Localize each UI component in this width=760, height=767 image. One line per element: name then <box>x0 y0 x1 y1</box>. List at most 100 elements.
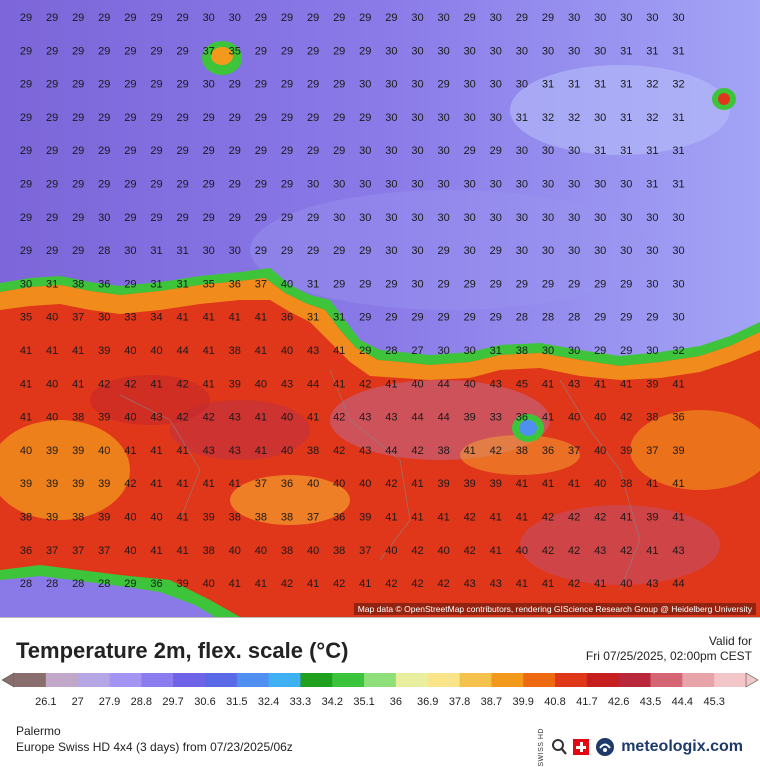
scale-tick-label: 33.3 <box>289 696 312 708</box>
grid-value: 29 <box>620 278 632 290</box>
grid-value: 29 <box>72 12 84 24</box>
grid-value: 29 <box>150 179 162 191</box>
grid-value: 32 <box>672 79 684 91</box>
grid-value: 39 <box>46 478 58 490</box>
grid-value: 29 <box>620 312 632 324</box>
grid-value: 29 <box>307 245 319 257</box>
grid-value: 31 <box>46 278 58 290</box>
grid-value: 36 <box>281 478 293 490</box>
grid-value: 42 <box>490 445 502 457</box>
grid-value: 30 <box>516 45 528 57</box>
grid-value: 28 <box>385 345 397 357</box>
grid-value: 29 <box>229 145 241 157</box>
grid-value: 36 <box>333 512 345 524</box>
grid-value: 29 <box>359 278 371 290</box>
grid-value: 36 <box>229 278 241 290</box>
map-attribution[interactable]: Map data © OpenStreetMap contributors, r… <box>353 603 756 615</box>
grid-value: 41 <box>176 312 188 324</box>
grid-value: 42 <box>124 478 136 490</box>
grid-value: 39 <box>464 412 476 424</box>
scale-segment <box>173 673 206 687</box>
grid-value: 30 <box>411 145 423 157</box>
grid-value: 40 <box>385 545 397 557</box>
grid-value: 33 <box>490 412 502 424</box>
grid-value: 39 <box>437 478 449 490</box>
grid-value: 30 <box>333 179 345 191</box>
grid-value: 29 <box>255 212 267 224</box>
scale-tick-label: 31.5 <box>226 696 248 708</box>
grid-value: 30 <box>333 212 345 224</box>
grid-value: 41 <box>516 478 528 490</box>
grid-value: 41 <box>72 378 84 390</box>
scale-tick-label: 37.8 <box>448 696 471 708</box>
grid-value: 30 <box>385 45 397 57</box>
grid-value: 30 <box>516 79 528 91</box>
temperature-map[interactable]: 29 29 29 29 29 29 29 30 30 29 29 29 29 29 29 30 30 29 30 29… <box>0 0 760 617</box>
grid-value: 41 <box>646 545 658 557</box>
grid-value: 29 <box>437 79 449 91</box>
grid-value: 29 <box>124 45 136 57</box>
scale-tick-label: 28.8 <box>130 696 153 708</box>
brand-area[interactable]: SWISS HD meteologix.com <box>538 728 750 767</box>
grid-value: 30 <box>359 212 371 224</box>
grid-value: 29 <box>281 212 293 224</box>
grid-value: 38 <box>620 478 632 490</box>
grid-value: 39 <box>620 445 632 457</box>
grid-value: 31 <box>594 79 606 91</box>
grid-value: 40 <box>124 345 136 357</box>
grid-value: 39 <box>98 412 110 424</box>
grid-value: 29 <box>359 312 371 324</box>
grid-value: 40 <box>594 412 606 424</box>
grid-value: 31 <box>672 179 684 191</box>
grid-value: 29 <box>281 112 293 124</box>
grid-value: 30 <box>542 145 554 157</box>
grid-value: 41 <box>333 345 345 357</box>
grid-value: 30 <box>516 245 528 257</box>
grid-value: 30 <box>542 45 554 57</box>
grid-value: 43 <box>464 578 476 590</box>
separator <box>0 617 760 618</box>
grid-value: 30 <box>646 278 658 290</box>
grid-value: 41 <box>490 545 502 557</box>
grid-value: 30 <box>490 212 502 224</box>
grid-value: 29 <box>516 278 528 290</box>
grid-value: 30 <box>203 79 215 91</box>
grid-value: 40 <box>281 278 293 290</box>
grid-value: 42 <box>359 378 371 390</box>
grid-value: 36 <box>150 578 162 590</box>
grid-value: 29 <box>98 179 110 191</box>
grid-value: 38 <box>72 512 84 524</box>
grid-value: 41 <box>255 412 267 424</box>
grid-value: 29 <box>359 112 371 124</box>
grid-value: 42 <box>620 412 632 424</box>
grid-value: 29 <box>385 278 397 290</box>
grid-value: 29 <box>307 12 319 24</box>
scale-tick-label: 34.2 <box>321 696 344 708</box>
grid-value: 30 <box>542 345 554 357</box>
grid-value: 29 <box>281 12 293 24</box>
grid-value: 29 <box>307 145 319 157</box>
brand-name: meteologix.com <box>621 738 743 756</box>
grid-value: 31 <box>672 45 684 57</box>
scale-tick-label: 38.7 <box>480 696 503 708</box>
sea-patch <box>250 190 650 310</box>
grid-value: 29 <box>229 212 241 224</box>
grid-value: 39 <box>98 478 110 490</box>
grid-value: 41 <box>20 345 32 357</box>
grid-value: 30 <box>203 245 215 257</box>
grid-value: 29 <box>20 212 32 224</box>
grid-value: 29 <box>150 12 162 24</box>
hot-zone <box>520 505 720 585</box>
grid-value: 29 <box>176 212 188 224</box>
grid-value: 40 <box>359 478 371 490</box>
grid-value: 41 <box>672 478 684 490</box>
grid-value: 42 <box>411 445 423 457</box>
grid-value: 29 <box>281 45 293 57</box>
scale-segment <box>109 673 142 687</box>
grid-value: 35 <box>229 45 241 57</box>
grid-value: 31 <box>620 112 632 124</box>
grid-value: 31 <box>150 278 162 290</box>
grid-value: 30 <box>385 179 397 191</box>
grid-value: 29 <box>281 245 293 257</box>
grid-value: 30 <box>437 179 449 191</box>
